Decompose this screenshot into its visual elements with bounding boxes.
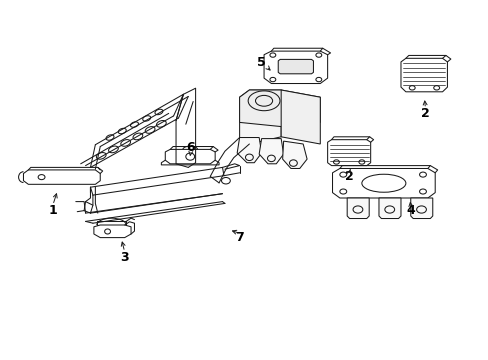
Text: 7: 7 — [235, 231, 244, 244]
Polygon shape — [281, 90, 320, 144]
Text: 1: 1 — [48, 204, 57, 217]
Polygon shape — [239, 90, 281, 144]
Polygon shape — [346, 198, 368, 219]
Polygon shape — [165, 149, 215, 164]
Polygon shape — [278, 59, 313, 74]
Polygon shape — [378, 198, 400, 219]
Polygon shape — [332, 168, 434, 198]
Polygon shape — [23, 170, 100, 184]
Polygon shape — [327, 140, 370, 166]
Polygon shape — [400, 58, 447, 92]
Text: 5: 5 — [257, 57, 265, 69]
Polygon shape — [264, 51, 327, 84]
Polygon shape — [410, 198, 432, 219]
Polygon shape — [94, 225, 131, 238]
Text: 2: 2 — [345, 170, 353, 183]
Text: 2: 2 — [420, 107, 429, 120]
Text: 3: 3 — [120, 251, 129, 264]
Polygon shape — [259, 139, 283, 164]
Polygon shape — [282, 141, 306, 168]
Polygon shape — [237, 138, 261, 163]
Text: 4: 4 — [406, 204, 414, 217]
Text: 6: 6 — [186, 141, 195, 154]
Polygon shape — [239, 90, 320, 128]
